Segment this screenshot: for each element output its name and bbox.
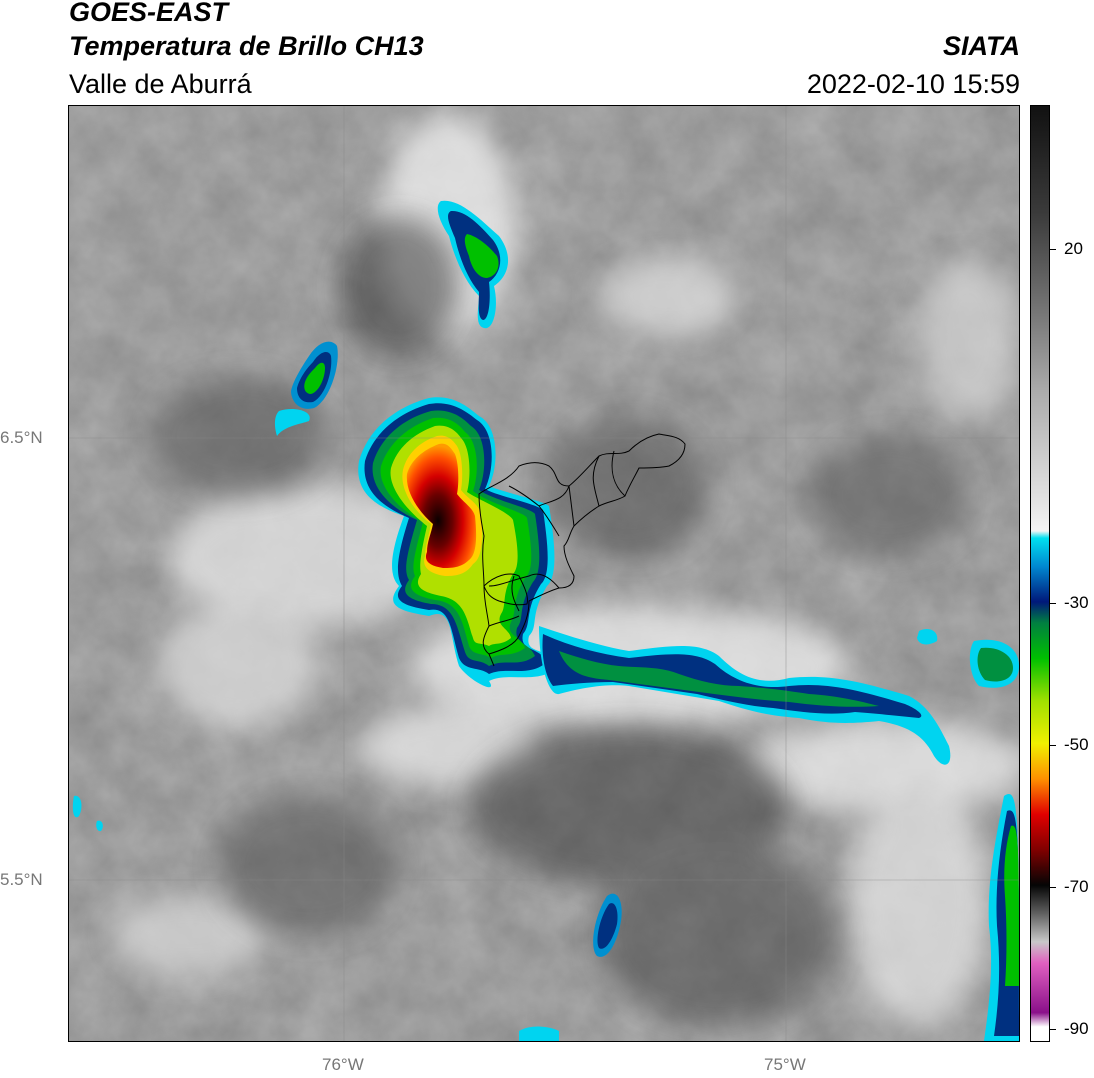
municipal-boundaries (478, 433, 686, 667)
northern-small-cell (437, 200, 509, 329)
colorbar-label-minus30: -30 (1064, 593, 1089, 612)
brightness-temperature-map (68, 105, 1020, 1042)
colorbar-fill (1031, 106, 1049, 1041)
graticule (69, 106, 1019, 1041)
western-small-cell (274, 341, 338, 436)
southern-small-cell (519, 893, 622, 1041)
datetime-label: 2022-02-10 15:59 (806, 69, 1020, 99)
colorbar-tick-minus30 (1050, 603, 1056, 604)
colorbar-label-minus90: -90 (1064, 1019, 1089, 1038)
region-title: Valle de Aburrá (69, 69, 252, 99)
lat-label-6-5: 6.5°N (0, 428, 43, 447)
colorbar-tick-20 (1050, 249, 1056, 250)
product-title: Temperatura de Brillo CH13 (69, 31, 424, 61)
agency-label: SIATA (943, 31, 1020, 61)
map-canvas (69, 106, 1019, 1041)
far-east-cells (72, 629, 1019, 1041)
colorbar-tick-minus90 (1050, 1029, 1056, 1030)
colorbar (1030, 105, 1050, 1042)
colorbar-tick-minus50 (1050, 745, 1056, 746)
lon-label-75w: 75°W (764, 1055, 806, 1074)
dark-warm-areas (149, 216, 969, 1026)
colorbar-tick-minus70 (1050, 887, 1056, 888)
lon-label-76w: 76°W (322, 1055, 364, 1074)
colorbar-label-minus70: -70 (1064, 877, 1089, 896)
eastern-cloud-band (539, 626, 951, 765)
lat-label-5-5: 5.5°N (0, 870, 43, 889)
colorbar-gradient (1031, 106, 1049, 1041)
colorbar-label-20: 20 (1064, 239, 1083, 258)
satellite-title: GOES-EAST (69, 0, 229, 27)
colorbar-label-minus50: -50 (1064, 735, 1089, 754)
